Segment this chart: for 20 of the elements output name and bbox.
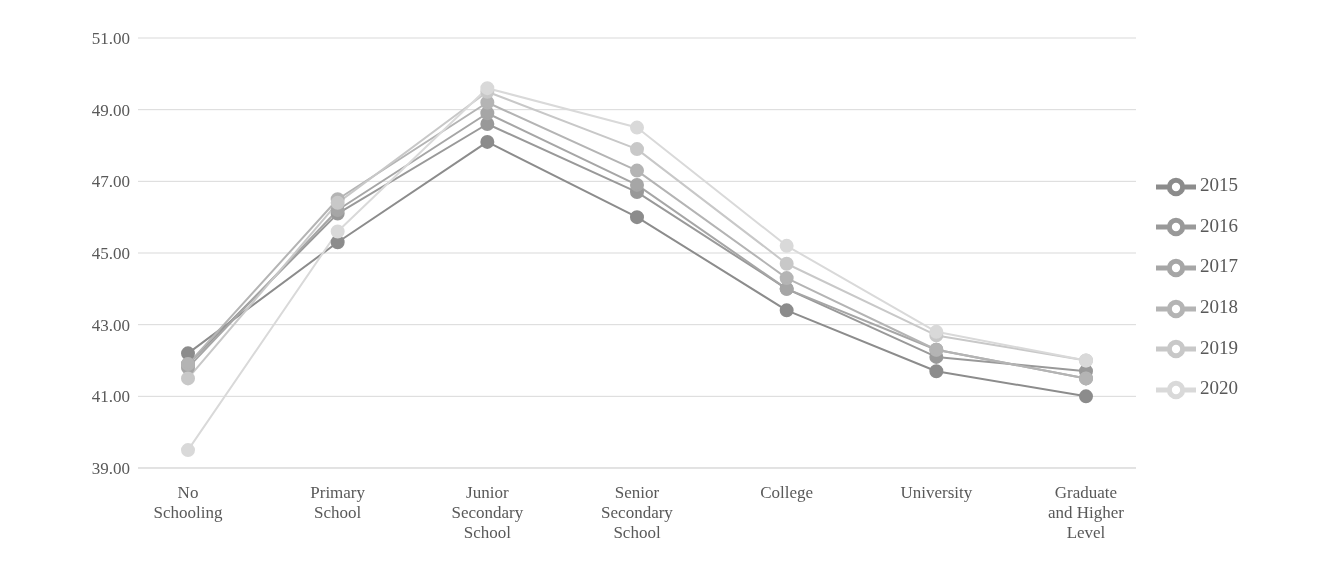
legend-label: 2017 [1200, 255, 1238, 277]
y-tick-label: 49.00 [91, 100, 130, 120]
x-tick-label: No Schooling [153, 483, 223, 522]
y-tick-label: 39.00 [91, 459, 130, 479]
x-tick-label: Senior Secondary School [601, 483, 674, 542]
y-tick-label: 45.00 [91, 244, 130, 264]
y-tick-label: 51.00 [91, 29, 130, 49]
y-tick-label: 43.00 [91, 315, 130, 335]
y-tick-label: 47.00 [91, 172, 130, 192]
x-tick-label: Junior Secondary School [451, 483, 524, 542]
x-tick-label: College [760, 483, 814, 502]
legend-label: 2016 [1200, 214, 1238, 236]
x-tick-label: Graduate and Higher Level [1047, 483, 1125, 542]
x-tick-label: University [900, 483, 973, 502]
x-tick-label: Primary School [310, 483, 366, 522]
y-tick-label: 41.00 [91, 387, 130, 407]
legend-label: 2020 [1200, 377, 1238, 399]
legend-label: 2018 [1200, 296, 1238, 317]
legend-label: 2019 [1200, 336, 1238, 358]
legend-label: 2015 [1200, 174, 1238, 196]
